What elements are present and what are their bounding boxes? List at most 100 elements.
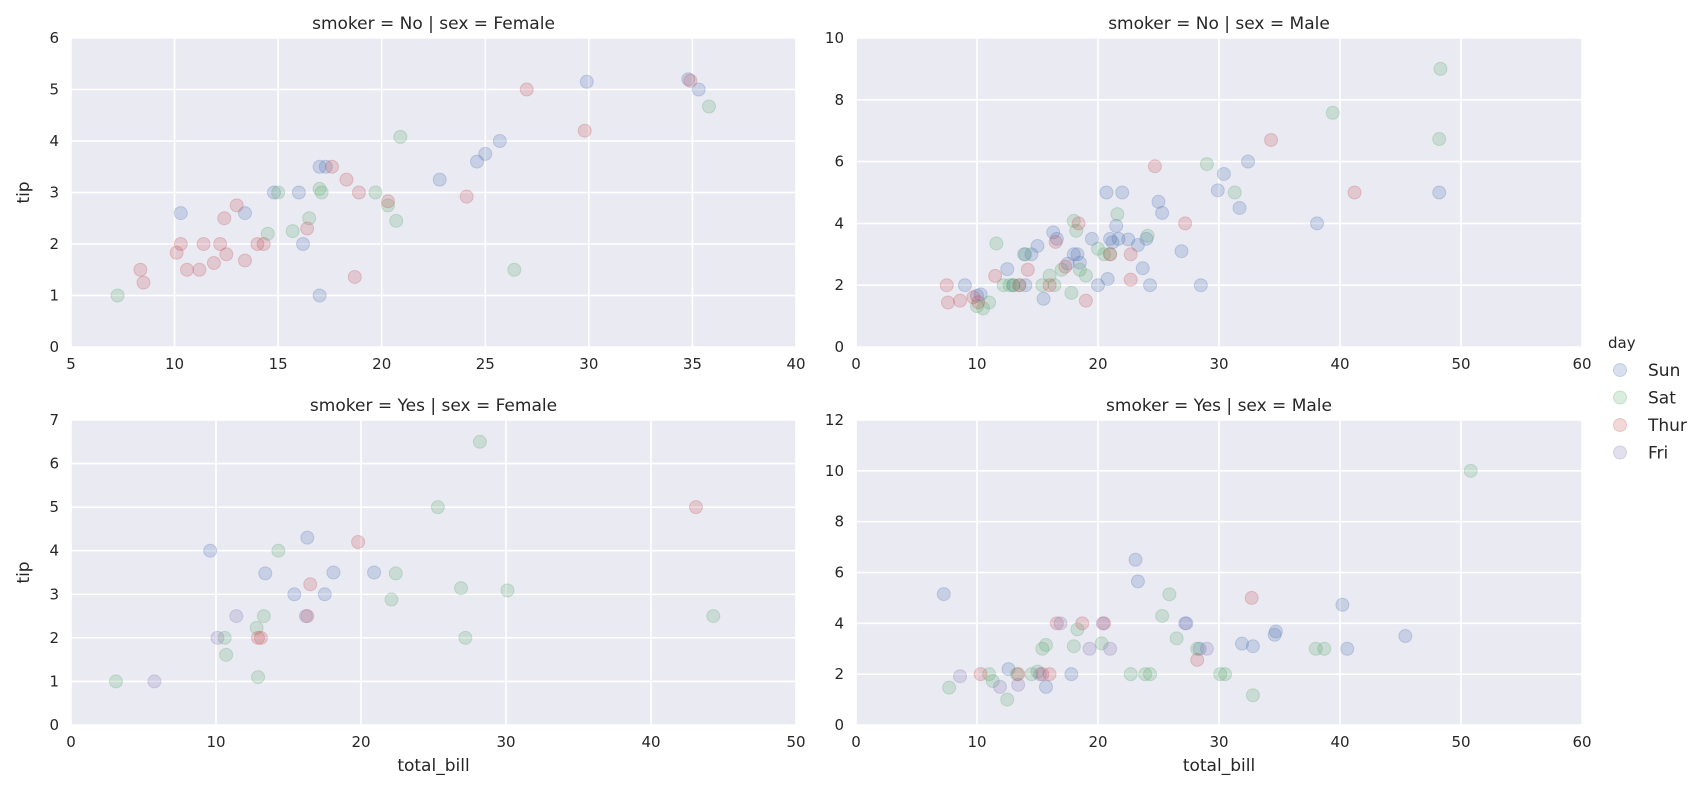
scatter-point (1103, 247, 1118, 262)
scatter-point (1103, 641, 1118, 656)
y-tick-label: 8 (834, 91, 844, 109)
scatter-point (1178, 216, 1193, 231)
scatter-point (992, 679, 1007, 694)
x-tick-label: 5 (66, 355, 76, 373)
scatter-point (942, 680, 957, 695)
scatter-point (314, 185, 329, 200)
scatter-point (1071, 216, 1086, 231)
scatter-point (1128, 552, 1143, 567)
scatter-point (1078, 293, 1093, 308)
scatter-point (459, 189, 474, 204)
scatter-point (940, 295, 955, 310)
scatter-point (957, 278, 972, 293)
scatter-point (256, 237, 271, 251)
scatter-point (1138, 667, 1153, 682)
series-thur (973, 590, 1259, 682)
scatter-point (1335, 597, 1350, 612)
legend-label: Fri (1648, 444, 1668, 464)
y-axis-label: tip (14, 181, 34, 203)
scatter-point (136, 275, 151, 290)
legend-entry: Fri (1613, 444, 1668, 464)
scatter-point (271, 543, 286, 558)
scatter-point (1140, 228, 1155, 243)
scatter-point (706, 609, 721, 624)
scatter-point (1264, 132, 1279, 147)
scatter-point (1232, 200, 1247, 215)
scatter-point (1199, 641, 1214, 656)
scatter-point (1317, 641, 1332, 656)
scatter-point (1130, 238, 1145, 253)
scatter-point (229, 198, 244, 213)
scatter-point (1070, 622, 1085, 637)
scatter-point (1009, 667, 1024, 682)
y-tick-label: 5 (49, 498, 59, 516)
scatter-point (1398, 629, 1413, 644)
y-tick-label: 1 (49, 672, 59, 690)
series-sun (173, 72, 706, 303)
scatter-point (1069, 223, 1084, 238)
scatter-point (312, 181, 327, 196)
scatter-point (1162, 587, 1177, 602)
y-axis-label: tip (14, 561, 34, 583)
scatter-point (982, 295, 997, 310)
scatter-point (217, 211, 232, 226)
scatter-point (253, 630, 268, 645)
scatter-point (1097, 616, 1112, 631)
scatter-point (1325, 105, 1340, 120)
y-tick-label: 6 (49, 455, 59, 473)
scatter-point (229, 609, 244, 624)
facet-panel: 0 10 20 30 40 50 60 0 2 4 6 8 10 smoker = No | sex = … (825, 14, 1592, 373)
scatter-point (1032, 667, 1047, 682)
scatter-point (317, 587, 332, 602)
scatter-point (1267, 627, 1282, 642)
scatter-point (1192, 641, 1207, 656)
scatter-point (1066, 213, 1081, 228)
scatter-point (1024, 247, 1039, 262)
scatter-point (1123, 667, 1138, 682)
scatter-point (380, 194, 395, 209)
series-sat (970, 61, 1448, 316)
scatter-point (1105, 235, 1120, 250)
scatter-point (1094, 636, 1109, 651)
scatter-point (1169, 631, 1184, 646)
scatter-point (1011, 677, 1026, 692)
scatter-point (1070, 247, 1085, 262)
legend-entry: Sun (1613, 361, 1680, 381)
scatter-point (238, 206, 252, 221)
scatter-point (1216, 166, 1231, 181)
scatter-point (1000, 692, 1015, 707)
scatter-point (1130, 574, 1145, 589)
scatter-point (384, 592, 399, 607)
scatter-point (302, 211, 317, 226)
scatter-point (203, 543, 218, 558)
x-tick-label: 60 (1572, 733, 1591, 751)
x-tick-label: 10 (206, 733, 225, 751)
scatter-point (1072, 255, 1087, 270)
legend-entry: Thur (1613, 416, 1687, 436)
scatter-point (173, 206, 188, 221)
scatter-point (577, 123, 592, 138)
scatter-point (973, 667, 988, 682)
panel-title: smoker = Yes | sex = Female (310, 396, 557, 416)
scatter-point (1084, 231, 1099, 246)
scatter-point (936, 587, 951, 602)
scatter-point (1097, 247, 1112, 262)
scatter-point (683, 73, 698, 88)
scatter-point (1123, 247, 1138, 262)
scatter-point (702, 99, 716, 114)
scatter-point (1091, 278, 1105, 293)
scatter-point (507, 262, 522, 277)
legend-label: Sun (1648, 361, 1680, 381)
x-tick-label: 30 (1209, 355, 1228, 373)
scatter-point (326, 565, 341, 580)
scatter-point (1143, 278, 1158, 293)
facet-panel: 0 10 20 30 40 50 60 0 2 4 6 8 10 12 smoker = Yes | sex… (825, 396, 1592, 776)
series-thur (133, 73, 698, 290)
scatter-point (989, 236, 1004, 251)
scatter-point (169, 245, 184, 260)
series-sun (936, 552, 1413, 694)
y-tick-label: 10 (825, 462, 844, 480)
scatter-point (1155, 608, 1170, 623)
legend-marker (1613, 390, 1627, 405)
